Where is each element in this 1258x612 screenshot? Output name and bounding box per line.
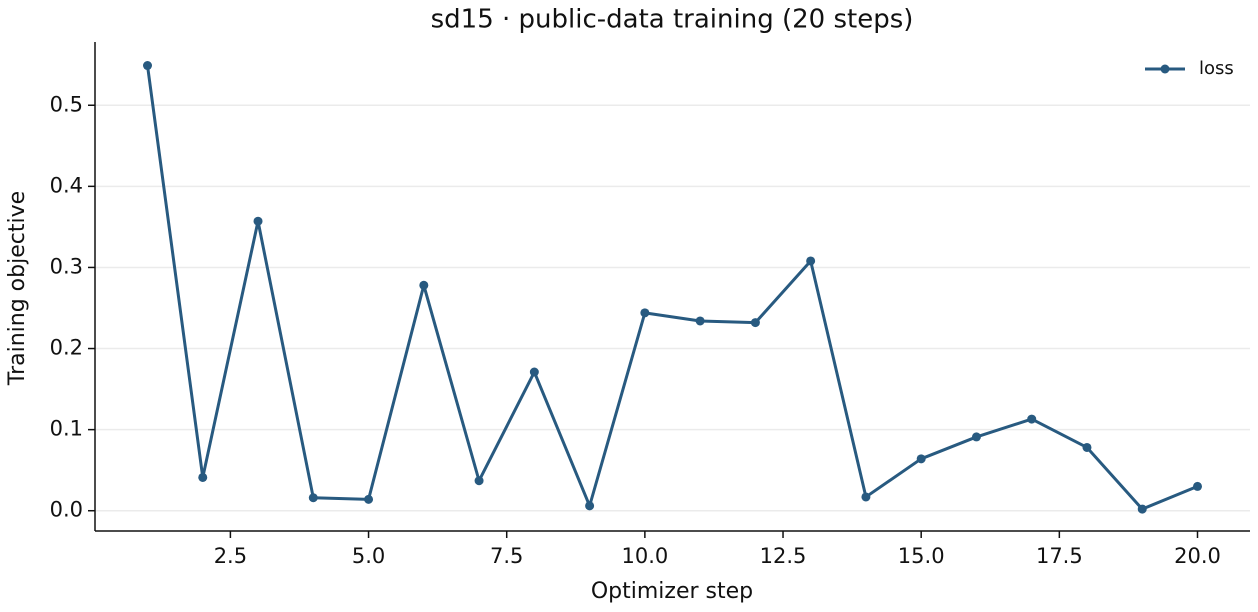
point — [419, 280, 429, 290]
point — [143, 61, 152, 71]
point — [1193, 481, 1202, 491]
point — [308, 493, 318, 503]
y-axis-label: Training objective — [5, 191, 30, 386]
point — [1027, 414, 1037, 424]
y-tick-label: 0.1 — [50, 417, 83, 441]
x-tick-label: 2.5 — [214, 544, 247, 568]
x-tick-label: 12.5 — [760, 544, 807, 568]
point — [640, 308, 650, 318]
point — [585, 501, 595, 511]
x-tick-label: 17.5 — [1036, 544, 1083, 568]
y-tick-label: 0.3 — [50, 254, 83, 278]
chart-title: sd15 · public-data training (20 steps) — [431, 5, 914, 35]
point — [364, 494, 374, 504]
point — [750, 318, 760, 328]
point — [529, 367, 539, 377]
point — [198, 472, 208, 482]
x-tick-label: 10.0 — [621, 544, 668, 568]
x-axis-label: Optimizer step — [591, 579, 753, 604]
point — [861, 492, 871, 502]
line — [146, 65, 1199, 511]
y-tick-label: 0.5 — [50, 92, 83, 116]
x-tick-label: 7.5 — [490, 544, 523, 568]
x-tick-label: 15.0 — [898, 544, 945, 568]
x-tick-label: 5.0 — [352, 544, 385, 568]
point — [916, 454, 926, 464]
legend-marker — [1160, 64, 1170, 74]
x-tick-label: 20.0 — [1174, 544, 1221, 568]
point — [695, 316, 705, 326]
y-tick-label: 0.4 — [50, 173, 83, 197]
point — [1082, 442, 1092, 452]
point — [1137, 504, 1147, 514]
point — [474, 476, 484, 486]
y-tick-label: 0.2 — [50, 336, 83, 360]
point — [971, 432, 981, 442]
point — [806, 256, 816, 266]
y-tick-label: 0.0 — [50, 498, 83, 522]
point — [253, 216, 263, 226]
legend-label: loss — [1199, 58, 1234, 79]
